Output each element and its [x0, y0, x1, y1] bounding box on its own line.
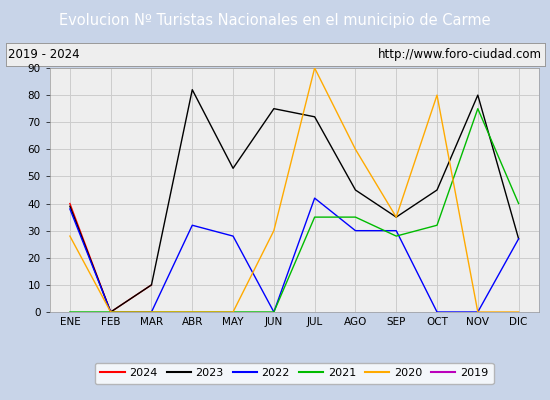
2023 — [515, 236, 522, 241]
2023 — [475, 93, 481, 98]
2021 — [515, 201, 522, 206]
2020 — [148, 310, 155, 314]
2022 — [67, 206, 73, 211]
Text: 2019 - 2024: 2019 - 2024 — [8, 48, 80, 61]
2020 — [230, 310, 236, 314]
2023 — [271, 106, 277, 111]
2022 — [434, 310, 441, 314]
2022 — [148, 310, 155, 314]
Line: 2020: 2020 — [70, 68, 519, 312]
2022 — [475, 310, 481, 314]
2023 — [352, 188, 359, 192]
2020 — [271, 228, 277, 233]
2021 — [230, 310, 236, 314]
2023 — [148, 282, 155, 287]
2020 — [434, 93, 441, 98]
2022 — [189, 223, 196, 228]
2021 — [189, 310, 196, 314]
2023 — [189, 87, 196, 92]
Line: 2021: 2021 — [70, 109, 519, 312]
2020 — [393, 215, 399, 220]
2023 — [393, 215, 399, 220]
2022 — [393, 228, 399, 233]
2024 — [107, 310, 114, 314]
2023 — [67, 204, 73, 209]
2020 — [311, 66, 318, 70]
2020 — [352, 147, 359, 152]
2021 — [67, 310, 73, 314]
2021 — [148, 310, 155, 314]
2021 — [271, 310, 277, 314]
Text: http://www.foro-ciudad.com: http://www.foro-ciudad.com — [378, 48, 542, 61]
2021 — [107, 310, 114, 314]
2020 — [189, 310, 196, 314]
2022 — [515, 236, 522, 241]
2023 — [311, 114, 318, 119]
2022 — [107, 310, 114, 314]
2023 — [434, 188, 441, 192]
2020 — [515, 310, 522, 314]
2023 — [230, 166, 236, 171]
2021 — [352, 215, 359, 220]
Line: 2023: 2023 — [70, 90, 519, 312]
2022 — [311, 196, 318, 200]
2020 — [67, 234, 73, 238]
2022 — [230, 234, 236, 238]
Legend: 2024, 2023, 2022, 2021, 2020, 2019: 2024, 2023, 2022, 2021, 2020, 2019 — [95, 363, 493, 384]
2021 — [475, 106, 481, 111]
2024 — [67, 201, 73, 206]
Text: Evolucion Nº Turistas Nacionales en el municipio de Carme: Evolucion Nº Turistas Nacionales en el m… — [59, 14, 491, 28]
2023 — [107, 310, 114, 314]
Line: 2022: 2022 — [70, 198, 519, 312]
2024 — [148, 282, 155, 287]
2020 — [107, 310, 114, 314]
2021 — [311, 215, 318, 220]
Line: 2024: 2024 — [70, 204, 151, 312]
2021 — [393, 234, 399, 238]
2022 — [271, 310, 277, 314]
2022 — [352, 228, 359, 233]
2020 — [475, 310, 481, 314]
2021 — [434, 223, 441, 228]
